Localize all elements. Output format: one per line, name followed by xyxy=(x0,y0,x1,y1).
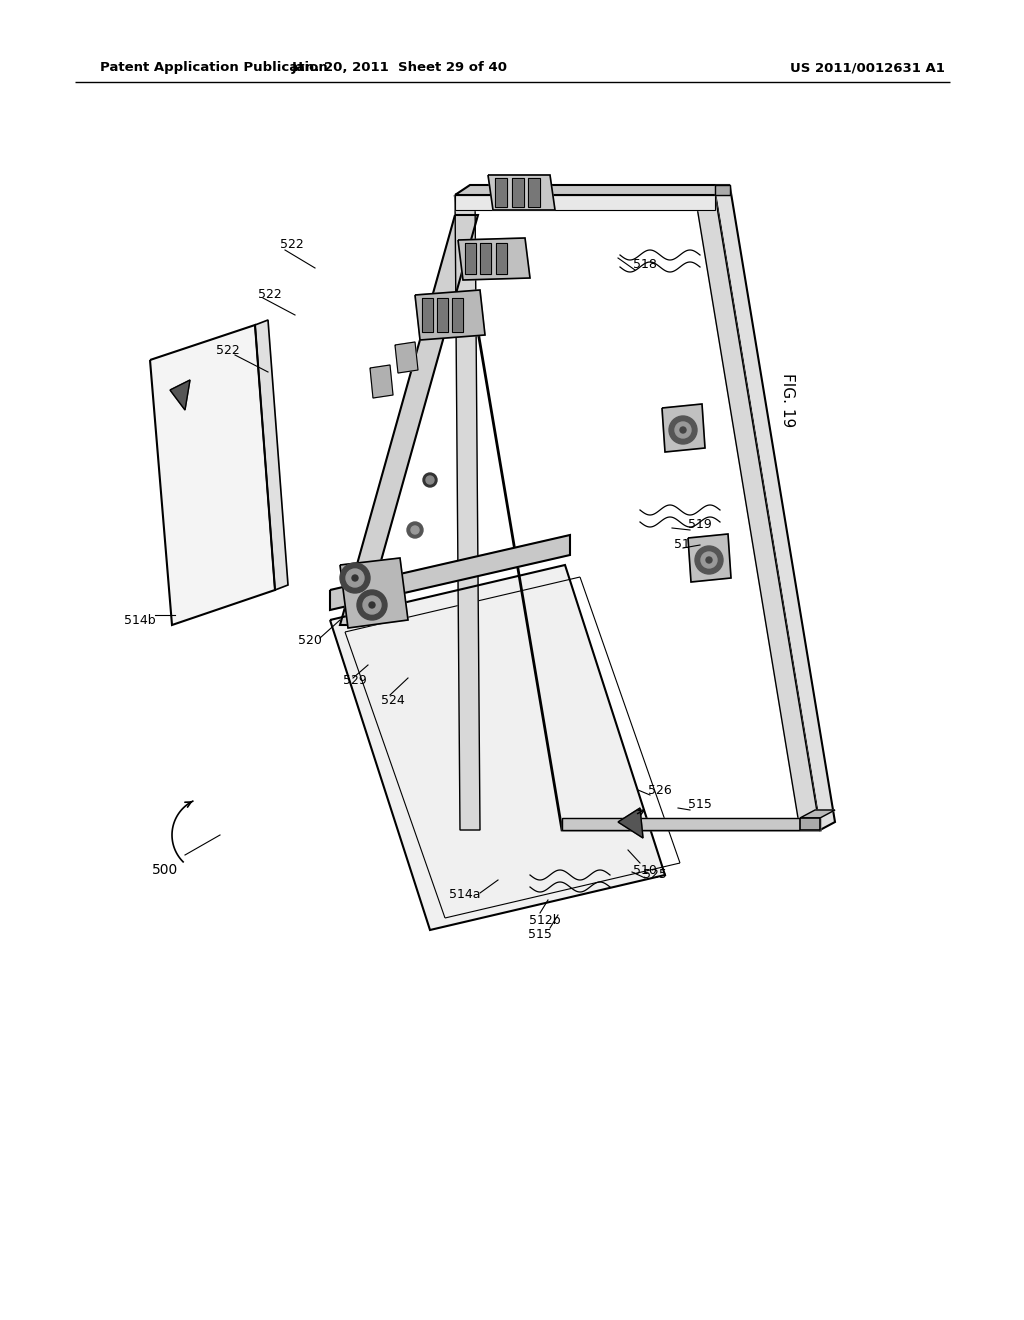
Circle shape xyxy=(701,552,717,568)
Text: Patent Application Publication: Patent Application Publication xyxy=(100,62,328,74)
Polygon shape xyxy=(340,558,408,628)
Circle shape xyxy=(411,525,419,535)
Text: 512b: 512b xyxy=(529,913,561,927)
Text: 520: 520 xyxy=(298,634,322,647)
Polygon shape xyxy=(340,215,478,624)
Text: Jan. 20, 2011  Sheet 29 of 40: Jan. 20, 2011 Sheet 29 of 40 xyxy=(292,62,508,74)
Polygon shape xyxy=(170,380,190,411)
Text: 514a: 514a xyxy=(450,888,480,902)
Polygon shape xyxy=(452,298,463,333)
Circle shape xyxy=(695,546,723,574)
Text: 512a: 512a xyxy=(674,539,706,552)
Polygon shape xyxy=(330,565,665,931)
Circle shape xyxy=(423,473,437,487)
Text: 515: 515 xyxy=(528,928,552,941)
Polygon shape xyxy=(455,195,820,830)
Circle shape xyxy=(346,569,364,587)
Text: 518: 518 xyxy=(633,259,657,272)
Text: 515: 515 xyxy=(688,799,712,812)
Polygon shape xyxy=(562,818,820,830)
Polygon shape xyxy=(455,195,715,210)
Text: 524: 524 xyxy=(381,693,404,706)
Text: 529: 529 xyxy=(343,673,367,686)
Polygon shape xyxy=(488,176,555,210)
Polygon shape xyxy=(618,808,643,838)
Text: 522: 522 xyxy=(258,289,282,301)
Polygon shape xyxy=(455,195,480,830)
Text: 525: 525 xyxy=(643,869,667,882)
Text: 510: 510 xyxy=(633,863,657,876)
Text: US 2011/0012631 A1: US 2011/0012631 A1 xyxy=(790,62,945,74)
Circle shape xyxy=(352,576,358,581)
Polygon shape xyxy=(496,243,507,275)
Polygon shape xyxy=(495,178,507,207)
Circle shape xyxy=(362,597,381,614)
Circle shape xyxy=(675,422,691,438)
Text: 500: 500 xyxy=(152,863,178,876)
Polygon shape xyxy=(255,319,288,590)
Polygon shape xyxy=(458,238,530,280)
Polygon shape xyxy=(715,187,835,830)
Polygon shape xyxy=(395,342,418,374)
Polygon shape xyxy=(465,243,476,275)
Circle shape xyxy=(369,602,375,609)
Text: FIG. 19: FIG. 19 xyxy=(780,372,795,428)
Circle shape xyxy=(340,564,370,593)
Polygon shape xyxy=(715,185,730,195)
Polygon shape xyxy=(150,325,275,624)
Polygon shape xyxy=(330,535,570,610)
Polygon shape xyxy=(688,535,731,582)
Polygon shape xyxy=(528,178,540,207)
Polygon shape xyxy=(512,178,524,207)
Polygon shape xyxy=(455,185,730,195)
Polygon shape xyxy=(415,290,485,341)
Polygon shape xyxy=(662,404,705,451)
Text: 522: 522 xyxy=(216,343,240,356)
Polygon shape xyxy=(800,810,835,818)
Circle shape xyxy=(407,521,423,539)
Polygon shape xyxy=(695,195,820,830)
Text: 522: 522 xyxy=(281,239,304,252)
Polygon shape xyxy=(800,818,820,830)
Polygon shape xyxy=(437,298,449,333)
Circle shape xyxy=(426,477,434,484)
Polygon shape xyxy=(370,366,393,399)
Circle shape xyxy=(706,557,712,564)
Text: 519: 519 xyxy=(688,519,712,532)
Circle shape xyxy=(680,426,686,433)
Text: 526: 526 xyxy=(648,784,672,796)
Text: 514b: 514b xyxy=(124,614,156,627)
Circle shape xyxy=(357,590,387,620)
Circle shape xyxy=(669,416,697,444)
Polygon shape xyxy=(480,243,490,275)
Polygon shape xyxy=(422,298,433,333)
